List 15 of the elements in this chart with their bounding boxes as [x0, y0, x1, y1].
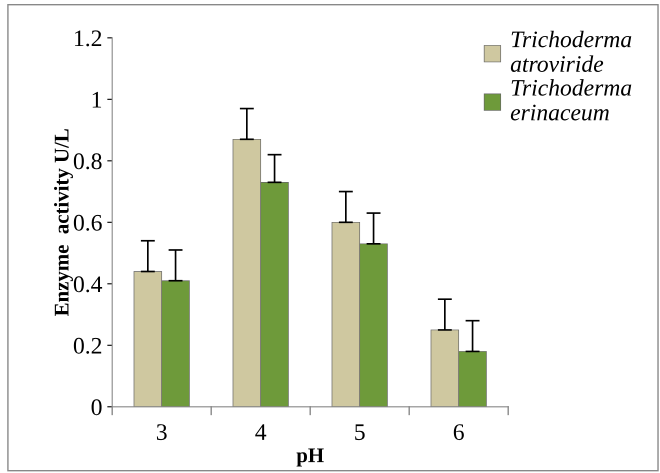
x-axis-title: pH	[296, 448, 324, 467]
y-axis-title: Enzyme activity U/L	[54, 129, 73, 316]
y-tick-label: 0.4	[74, 276, 102, 292]
x-tick-label: 6	[454, 424, 464, 440]
y-tick-label: 1.2	[75, 30, 102, 46]
legend-label: Trichoderma erinaceum	[510, 79, 632, 121]
legend-label: Trichoderma atroviride	[510, 30, 632, 72]
x-tick-label: 5	[355, 424, 365, 440]
y-tick-label: 0.6	[74, 214, 102, 231]
y-tick-label: 0.2	[74, 338, 102, 354]
y-tick-label: 1	[92, 92, 102, 108]
x-tick-label: 4	[255, 424, 266, 440]
x-tick-label: 3	[156, 424, 167, 440]
y-tick-label: 0	[92, 399, 102, 416]
y-tick-label: 0.8	[74, 153, 102, 170]
